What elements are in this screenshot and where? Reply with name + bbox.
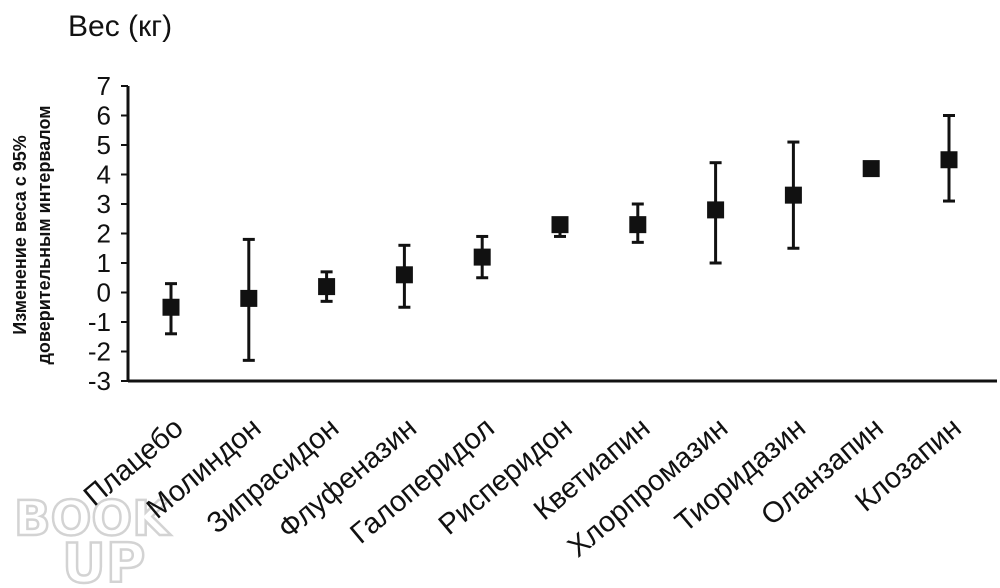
y-tick-label: 0 [97,278,111,308]
data-points [162,151,958,316]
data-point-marker [707,201,725,219]
y-tick-label: -2 [88,337,111,367]
y-axis-label-line-1: Изменение веса с 95% [10,135,30,334]
watermark-top: BOOK [14,491,171,547]
y-tick-label: 3 [97,189,111,219]
data-point-marker [784,186,802,204]
axes [126,86,997,383]
data-point-marker [551,216,569,234]
y-tick-label: 7 [97,71,111,101]
y-tick-label: 5 [97,130,111,160]
y-tick-label: -3 [88,366,111,396]
y-tick-label: -1 [88,307,111,337]
watermark-bottom: UP [62,532,145,588]
watermark: BOOK UP [13,490,173,588]
data-point-marker [940,151,958,169]
data-point-marker [395,266,413,284]
data-point-marker [629,216,647,234]
x-tick-labels: ПлацебоМолиндонЗипрасидонФлуфеназинГалоп… [78,412,968,564]
y-tick-label: 1 [97,248,111,278]
x-tick-label: Рисперидон [433,412,579,541]
data-point-marker [862,160,880,178]
y-tick-label: 6 [97,101,111,131]
data-point-marker [240,289,258,307]
chart-title: Вес (кг) [68,10,172,43]
y-tick-label: 4 [97,160,111,190]
data-point-marker [162,298,180,316]
error-bars [165,114,955,362]
data-point-marker [473,248,491,266]
y-tick-label: 2 [97,219,111,249]
y-axis-label-line-2: доверительным интервалом [34,105,54,364]
data-point-marker [318,278,336,296]
